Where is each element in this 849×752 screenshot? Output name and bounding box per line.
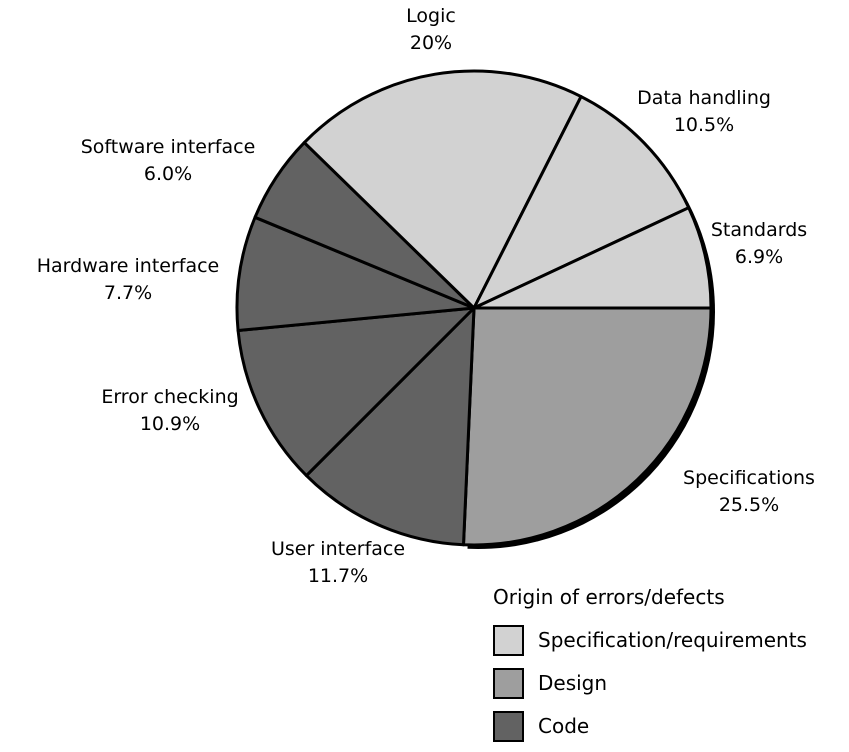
legend-label: Specification/requirements [538,628,807,652]
slice-standards [472,206,713,310]
legend-swatch-specification-requirements [493,624,524,656]
slice-label-specifications: Specifications [683,467,815,489]
legend-swatch-code [493,710,524,742]
slice-user-interface [304,306,476,547]
legend: Origin of errors/defects Specification/r… [493,585,807,752]
legend-label: Design [538,671,608,695]
slice-value-software-interface: 6.0% [144,163,192,185]
pie-slices [235,69,713,547]
legend-swatch-design [493,667,524,699]
slice-label-error-checking: Error checking [101,386,238,408]
slice-value-specifications: 25.5% [719,494,779,516]
legend-label: Code [538,714,590,738]
slice-label-data-handling: Data handling [637,87,771,109]
slice-label-software-interface: Software interface [81,136,256,158]
slice-logic [302,69,583,310]
slice-label-hardware-interface: Hardware interface [37,255,220,277]
slice-label-standards: Standards [711,219,807,241]
slice-labels: Specifications 25.5% User interface 11.7% Er… [37,5,815,587]
slice-specifications [461,306,713,547]
slice-error-checking [236,306,476,478]
slice-value-logic: 20% [410,32,452,54]
legend-title: Origin of errors/defects [493,585,725,609]
slice-value-error-checking: 10.9% [140,413,200,435]
slice-value-data-handling: 10.5% [674,114,734,136]
slice-label-user-interface: User interface [271,538,405,560]
legend-item-code: Code [493,709,807,743]
slice-value-user-interface: 11.7% [308,565,368,587]
slice-hardware-interface [235,215,476,332]
legend-item-design: Design [493,666,807,700]
slice-data-handling [472,95,691,310]
slice-value-hardware-interface: 7.7% [104,282,152,304]
slice-value-standards: 6.9% [735,246,783,268]
legend-item-specification-requirements: Specification/requirements [493,623,807,657]
slice-label-logic: Logic [406,5,456,27]
